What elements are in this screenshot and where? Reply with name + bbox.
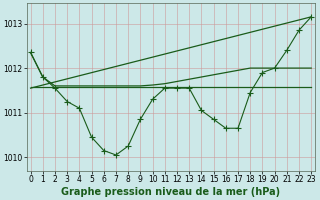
X-axis label: Graphe pression niveau de la mer (hPa): Graphe pression niveau de la mer (hPa)	[61, 187, 280, 197]
